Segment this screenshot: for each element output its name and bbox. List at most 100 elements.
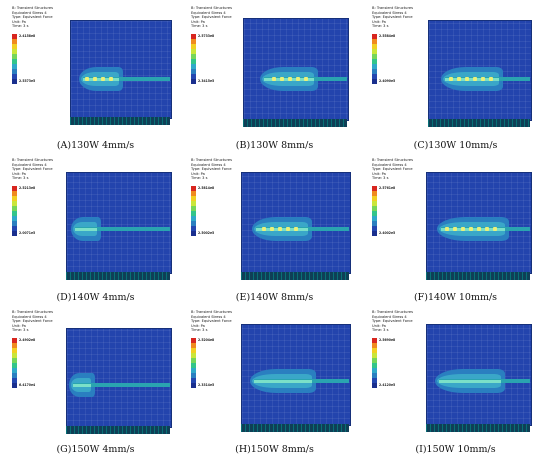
header-line: B: Transient Structures xyxy=(372,6,413,10)
header-line: Unit: Pa xyxy=(372,323,386,328)
legend-row xyxy=(12,49,34,54)
legend-row: 2.4902e8 xyxy=(12,338,36,343)
legend-swatch xyxy=(12,226,17,231)
header-line: Type: Equivalent Force xyxy=(12,167,53,171)
header-line: Unit: Pa xyxy=(12,19,26,24)
legend-row xyxy=(191,191,213,196)
legend-swatch xyxy=(191,201,196,206)
header-line: Time: 3 s xyxy=(191,328,208,332)
legend-swatch xyxy=(191,216,196,221)
header-line: Equivalent Stress 4 xyxy=(191,314,226,319)
legend-row: 2.4120e5 xyxy=(372,383,395,388)
figure-panel: B: Transient Structures Equivalent Stress… xyxy=(8,156,183,306)
figure-panel: B: Transient Structures Equivalent Stress… xyxy=(368,156,543,306)
result-header: B: Transient Structures Equivalent Stress… xyxy=(12,310,53,333)
legend-swatch xyxy=(372,191,377,196)
header-line: B: Transient Structures xyxy=(12,310,53,314)
stress-hotspot xyxy=(445,227,449,231)
weld-core xyxy=(75,227,97,231)
figure-panel: B: Transient Structures Equivalent Stress… xyxy=(368,4,543,154)
legend-swatch xyxy=(12,363,17,368)
legend-swatch xyxy=(191,64,196,69)
header-line: Time: 3 s xyxy=(191,176,208,180)
legend-max: 2.5584e8 xyxy=(379,34,396,38)
legend-swatch xyxy=(191,226,196,231)
legend-swatch xyxy=(191,39,196,44)
legend-row xyxy=(12,368,34,373)
stress-hotspot xyxy=(262,227,266,231)
legend-swatch xyxy=(191,196,196,201)
mesh-top-face xyxy=(426,172,532,274)
color-legend: 2.5204e8 2.3314e5 xyxy=(191,338,215,388)
result-header: B: Transient Structures Equivalent Stress… xyxy=(191,6,232,29)
legend-row: 2.5002e5 xyxy=(191,231,214,236)
mesh-block xyxy=(243,18,349,127)
header-line: Unit: Pa xyxy=(191,323,205,328)
legend-swatch xyxy=(191,34,196,39)
legend-max: 2.5690e8 xyxy=(379,338,396,342)
simulation-image: B: Transient Structures Equivalent Stress… xyxy=(368,156,543,292)
legend-row xyxy=(12,196,34,201)
legend-max: 2.4902e8 xyxy=(19,338,36,342)
legend-row xyxy=(191,49,213,54)
stress-hotspot xyxy=(477,227,481,231)
stress-hotspot xyxy=(288,77,292,81)
legend-swatch xyxy=(191,221,196,226)
mesh-block xyxy=(241,324,351,432)
legend-row xyxy=(12,353,34,358)
color-legend: 2.5761e8 2.4002e5 xyxy=(372,186,395,236)
legend-min: 2.4090e5 xyxy=(379,79,396,83)
mesh-top-face xyxy=(241,172,351,274)
weld-core xyxy=(73,383,91,387)
mesh-top-face xyxy=(66,172,172,274)
result-header: B: Transient Structures Equivalent Stress… xyxy=(12,6,53,29)
legend-swatch xyxy=(372,221,377,226)
color-legend: 2.5213e8 2.0071e5 xyxy=(12,186,36,236)
mesh-side-face xyxy=(70,117,170,125)
legend-row xyxy=(372,201,394,206)
legend-row xyxy=(191,368,213,373)
mesh-top-face xyxy=(66,328,172,428)
stress-hotspot xyxy=(93,77,97,81)
legend-row xyxy=(12,64,34,69)
mesh-top-face xyxy=(426,324,532,426)
legend-row xyxy=(12,363,34,368)
legend-swatch xyxy=(372,69,377,74)
legend-swatch xyxy=(372,348,377,353)
legend-row xyxy=(372,343,394,348)
header-line: B: Transient Structures xyxy=(191,6,232,10)
stress-hotspot xyxy=(493,227,497,231)
header-line: Type: Equivalent Force xyxy=(191,167,232,171)
legend-row xyxy=(191,196,213,201)
legend-row xyxy=(372,74,394,79)
legend-swatch xyxy=(12,54,17,59)
legend-swatch xyxy=(12,186,17,191)
legend-min: 2.5373e5 xyxy=(19,79,36,83)
simulation-image: B: Transient Structures Equivalent Stress… xyxy=(8,4,183,140)
legend-max: 2.5204e8 xyxy=(198,338,215,342)
legend-row xyxy=(12,54,34,59)
legend-swatch xyxy=(372,49,377,54)
stress-hotspot xyxy=(469,227,473,231)
header-line: Type: Equivalent Force xyxy=(372,15,413,19)
legend-swatch xyxy=(191,211,196,216)
legend-swatch xyxy=(191,69,196,74)
legend-row xyxy=(12,201,34,206)
figure-panel: B: Transient Structures Equivalent Stress… xyxy=(187,308,362,458)
legend-row: 2.5761e8 xyxy=(372,186,395,191)
legend-row xyxy=(12,378,34,383)
mesh-top-face xyxy=(70,20,172,119)
header-line: B: Transient Structures xyxy=(191,158,232,162)
legend-swatch xyxy=(372,59,377,64)
mesh-block xyxy=(426,172,532,280)
header-line: Equivalent Stress 4 xyxy=(12,10,47,15)
stress-hotspot xyxy=(272,77,276,81)
legend-max: 2.5213e8 xyxy=(19,186,36,190)
mesh-side-face xyxy=(426,272,530,280)
legend-swatch xyxy=(372,44,377,49)
legend-row: 2.5373e5 xyxy=(12,79,36,84)
legend-swatch xyxy=(372,343,377,348)
stress-hotspot xyxy=(101,77,105,81)
header-line: B: Transient Structures xyxy=(12,6,53,10)
weld-core xyxy=(254,379,312,383)
